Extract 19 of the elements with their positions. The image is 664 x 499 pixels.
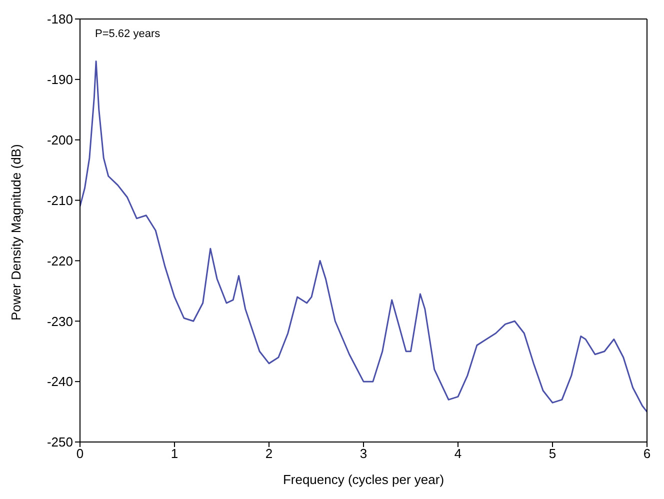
annotation: P=5.62 years [95,28,160,40]
y-tick-label: -180 [46,12,73,27]
x-tick-label: 1 [170,446,178,462]
x-tick-label: 2 [265,446,273,462]
y-tick-label: -190 [46,72,73,88]
y-tick-label: -230 [46,314,73,329]
x-tick-label: 3 [360,446,368,462]
y-axis-title: Power Density Magnitude (dB) [8,144,24,320]
y-tick-label: -220 [46,253,73,268]
y-tick-label: -240 [46,374,73,390]
y-tick-label: -250 [46,434,73,450]
y-tick-label: -210 [46,192,73,208]
x-tick-label: 4 [454,446,462,462]
y-tick-label: -200 [46,132,73,148]
line-series [80,60,647,413]
x-tick-label: 6 [643,446,651,462]
x-tick-label: 0 [76,446,84,462]
x-tick-label: 5 [548,446,556,462]
x-axis-title: Frequency (cycles per year) [282,472,444,487]
